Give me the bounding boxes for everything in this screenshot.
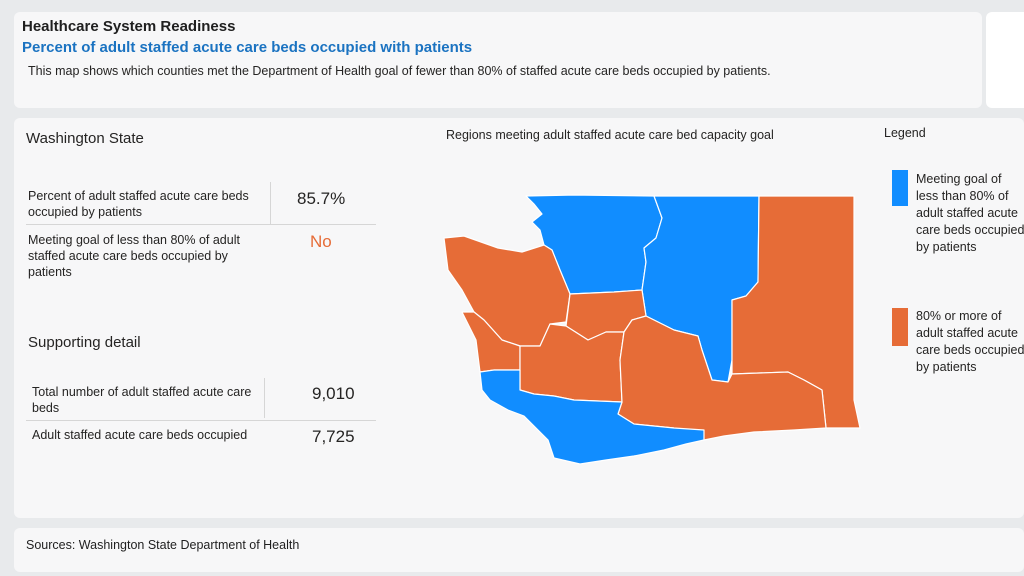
sources-text: Sources: Washington State Department of … [26, 538, 300, 552]
metric-label-meeting-goal: Meeting goal of less than 80% of adult s… [28, 233, 240, 279]
metric-value-meeting-goal: No [310, 232, 332, 251]
metric-value-percent-occupied: 85.7% [297, 189, 346, 208]
map-region-olympic[interactable] [443, 235, 571, 347]
table-divider [26, 420, 376, 421]
supporting-detail-title: Supporting detail [28, 334, 141, 351]
metric-value-total-beds: 9,010 [312, 384, 355, 403]
metric-label-beds-occupied: Adult staffed acute care beds occupied [32, 428, 248, 442]
page-title: Healthcare System Readiness [22, 18, 236, 35]
page-description: This map shows which counties met the De… [28, 64, 771, 78]
legend-label-meeting-goal: Meeting goal of less than 80% of adult s… [916, 172, 1024, 254]
table-divider [270, 182, 271, 224]
header-card: Healthcare System Readiness Percent of a… [14, 12, 982, 108]
metric-label-total-beds: Total number of adult staffed acute care… [32, 385, 252, 415]
legend-title: Legend [884, 126, 926, 140]
metric-value-beds-occupied: 7,725 [312, 427, 355, 446]
legend-label-not-meeting-goal: 80% or more of adult staffed acute care … [916, 309, 1024, 374]
map-title: Regions meeting adult staffed acute care… [446, 128, 774, 142]
header-side-panel [986, 12, 1024, 108]
table-divider [264, 378, 265, 418]
legend-swatch-not-meeting-goal [892, 308, 908, 346]
legend-swatch-meeting-goal [892, 170, 908, 206]
table-divider [26, 224, 376, 225]
footer-card: Sources: Washington State Department of … [14, 528, 1024, 572]
map-region-south-central[interactable] [617, 315, 827, 441]
state-title: Washington State [26, 130, 144, 147]
washington-region-map [443, 194, 861, 465]
map-region-southwest[interactable] [479, 369, 705, 465]
page-subtitle: Percent of adult staffed acute care beds… [22, 39, 473, 56]
main-card: Washington State Percent of adult staffe… [14, 118, 1024, 518]
metric-label-percent-occupied: Percent of adult staffed acute care beds… [28, 189, 249, 219]
